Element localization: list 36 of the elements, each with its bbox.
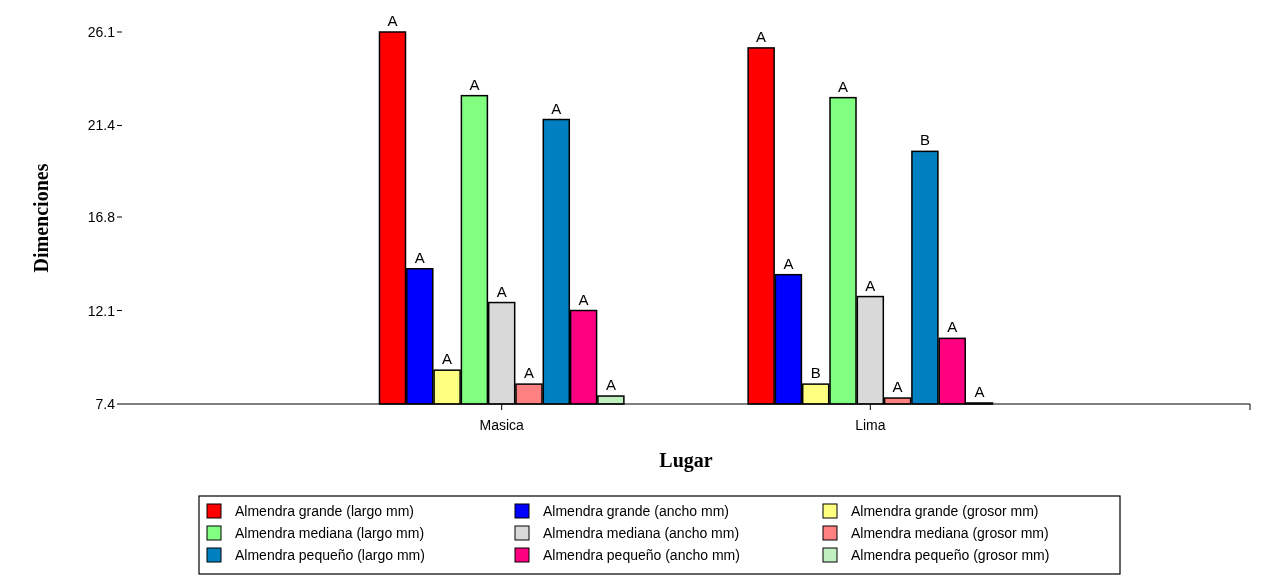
data-label: A — [551, 99, 562, 117]
data-label: A — [442, 350, 453, 368]
y-tick-label: 21.4 — [87, 117, 116, 134]
legend-label: Almendra grande (ancho mm) — [543, 503, 729, 519]
y-tick-label: 16.8 — [87, 209, 116, 226]
legend-label: Almendra pequeño (ancho mm) — [543, 547, 740, 563]
data-label: A — [892, 378, 903, 396]
y-tick-label: 7.4 — [95, 396, 116, 412]
data-label: A — [865, 276, 876, 294]
data-label: A — [974, 383, 985, 401]
data-label: B — [919, 131, 930, 149]
data-label: A — [469, 75, 480, 93]
data-label: A — [387, 12, 398, 29]
data-label: A — [838, 77, 849, 95]
data-label: A — [578, 290, 589, 308]
data-label: A — [756, 27, 767, 45]
legend-label: Almendra mediana (ancho mm) — [543, 525, 740, 541]
x-axis-title: Lugar — [659, 449, 713, 472]
legend-label: Almendra grande (grosor mm) — [851, 503, 1039, 519]
data-label: A — [414, 248, 425, 266]
x-tick-label: Masica — [479, 417, 525, 433]
data-label: A — [605, 376, 616, 394]
data-label: A — [496, 282, 507, 300]
y-tick-label: 12.1 — [87, 302, 116, 319]
y-axis-title: Dimenciones — [30, 163, 52, 273]
data-label: A — [947, 318, 958, 336]
data-label: B — [810, 364, 821, 382]
y-tick-label: 26.1 — [87, 24, 116, 40]
legend-label: Almendra mediana (largo mm) — [235, 525, 425, 541]
x-tick-label: Lima — [855, 417, 886, 433]
data-label: A — [783, 254, 794, 272]
legend-label: Almendra mediana (grosor mm) — [851, 525, 1049, 541]
legend-label: Almendra grande (largo mm) — [235, 503, 414, 519]
data-label: A — [523, 364, 534, 382]
legend-label: Almendra pequeño (grosor mm) — [851, 547, 1050, 563]
legend-label: Almendra pequeño (largo mm) — [235, 547, 425, 563]
